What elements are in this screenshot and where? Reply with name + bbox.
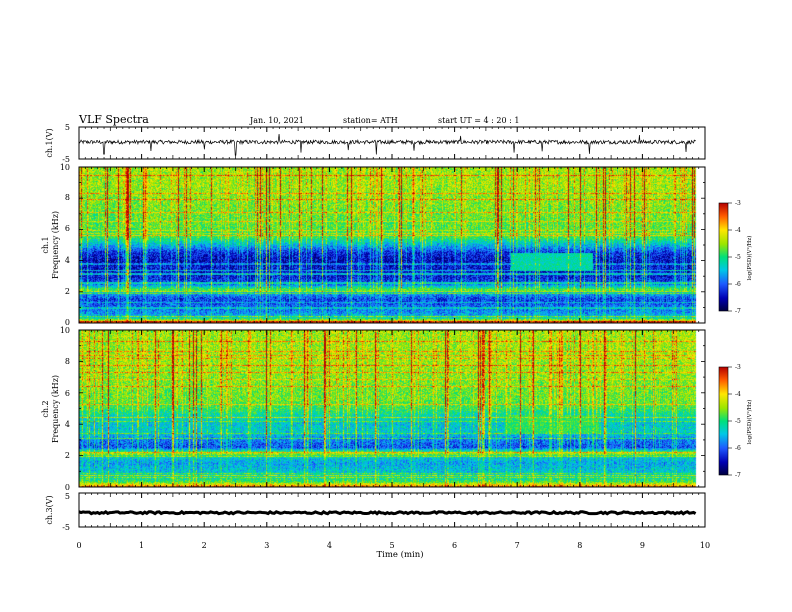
ch1-spectrogram-channel-label: ch.1 [41,236,50,253]
time-axis-tick-label: 4 [327,541,332,550]
ch2-colorbar-tick-4: -4 [735,391,741,398]
ch3-voltage-ytick-top: 5 [65,492,70,501]
header-station: station= ATH [343,116,398,125]
ch1-colorbar-tick-6: -6 [735,281,741,288]
ch2-freq-tick-2: 2 [65,451,70,460]
ch2-colorbar-tick-3: -3 [735,364,741,371]
ch1-colorbar-gradient [718,202,729,312]
time-axis-tick-labels: 0 1 2 3 4 5 6 7 8 9 10 [76,541,710,550]
ch2-freq-tick-10: 10 [60,326,70,335]
time-axis-tick-label: 3 [264,541,269,550]
ch1-spectrogram-ticks [78,166,706,324]
ch1-colorbar-label: log(PSD)(V²/Hz) [746,236,753,281]
ch1-colorbar-tick-7: -7 [735,308,741,315]
ch2-colorbar-gradient [718,366,729,476]
ch1-spectrogram-panel: 0 2 4 6 8 10 ch.1 Frequency (kHz) [41,163,706,327]
ch1-freq-tick-8: 8 [65,193,70,202]
ch1-freq-tick-0: 0 [65,318,70,327]
ch3-voltage-trace [78,509,697,516]
time-axis-tick-label: 2 [202,541,207,550]
ch1-freq-tick-6: 6 [65,224,70,233]
time-axis-tick-label: 7 [515,541,520,550]
ch2-colorbar-tick-5: -5 [735,418,741,425]
ch1-voltage-ytick-bottom: -5 [62,155,70,164]
ch1-colorbar: -3 -4 -5 -6 -7 log(PSD)(V²/Hz) [718,200,753,315]
ch1-spectrogram-ylabel: Frequency (kHz) [51,211,60,279]
header-start-time: start UT = 4 : 20 : 1 [438,116,519,125]
ch1-colorbar-ticks [728,202,732,312]
ch1-voltage-panel: 5 -5 ch.1(V) [45,123,706,164]
ch2-colorbar: -3 -4 -5 -6 -7 log(PSD)(V²/Hz) [718,364,753,479]
ch1-freq-tick-2: 2 [65,287,70,296]
ch1-voltage-ylabel: ch.1(V) [45,128,54,157]
ch3-voltage-ylabel: ch.3(V) [45,495,54,524]
time-axis-tick-label: 9 [640,541,645,550]
ch2-freq-tick-0: 0 [65,483,70,492]
ch3-voltage-panel: 5 -5 ch.3(V) [45,492,706,532]
ch1-colorbar-tick-5: -5 [735,254,741,261]
time-axis-tick-label: 6 [452,541,457,550]
ch2-freq-tick-4: 4 [65,420,70,429]
time-axis-tick-label: 8 [577,541,582,550]
ch2-spectrogram-ticks [78,329,706,488]
time-axis-tick-label: 1 [139,541,144,550]
header-date: Jan. 10, 2021 [249,116,304,125]
ch2-colorbar-tick-7: -7 [735,472,741,479]
ch2-colorbar-tick-6: -6 [735,445,741,452]
ch3-voltage-time-ticks [78,493,706,527]
ch1-colorbar-tick-3: -3 [735,200,741,207]
ch2-freq-tick-8: 8 [65,357,70,366]
ch2-spectrogram-panel: 0 2 4 6 8 10 ch.2 Frequency (kHz) [41,326,706,492]
ch1-spectrogram-image [79,167,705,323]
ch2-colorbar-ticks [728,366,732,476]
time-axis-label: Time (min) [376,549,423,560]
time-axis-tick-label: 0 [76,541,81,550]
ch1-freq-tick-10: 10 [60,163,70,172]
ch2-spectrogram-channel-label: ch.2 [41,400,50,417]
ch2-freq-tick-6: 6 [65,389,70,398]
time-axis-tick-label: 5 [389,541,394,550]
ch1-voltage-time-ticks [78,127,706,159]
figure-title: VLF Spectra [78,113,149,126]
ch1-voltage-ytick-top: 5 [65,123,70,132]
ch1-freq-tick-4: 4 [65,256,70,265]
ch2-colorbar-label: log(PSD)(V²/Hz) [746,400,753,445]
ch2-spectrogram-ylabel: Frequency (kHz) [51,375,60,443]
ch2-spectrogram-image [79,330,705,487]
ch1-voltage-trace [78,134,696,156]
ch1-colorbar-tick-4: -4 [735,227,741,234]
time-axis-tick-label: 10 [700,541,710,550]
ch3-voltage-ytick-bottom: -5 [62,523,70,532]
ch3-voltage-frame [78,492,706,528]
